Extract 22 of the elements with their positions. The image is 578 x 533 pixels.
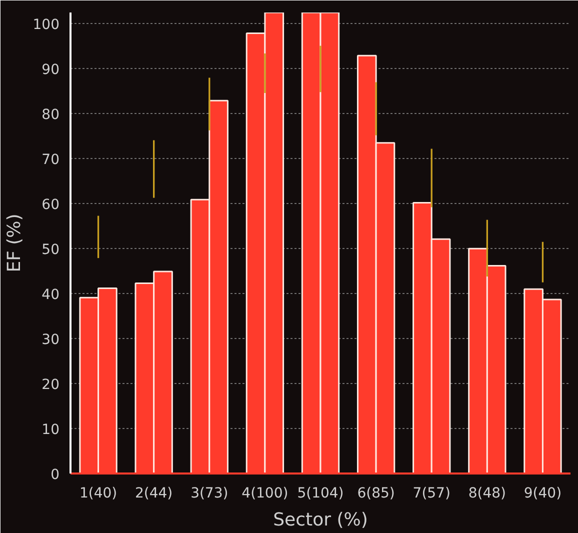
x-tick-label: 2(44) — [135, 486, 173, 502]
y-tick-label: 100 — [32, 17, 60, 34]
y-tick-label: 80 — [42, 107, 60, 124]
y-tick-label: 20 — [42, 377, 60, 394]
y-axis-title: EF (%) — [4, 214, 25, 272]
y-tick-label: 70 — [42, 152, 60, 168]
y-tick-label: 30 — [42, 332, 60, 348]
x-tick-label: 1(40) — [79, 486, 118, 502]
y-tick-label: 10 — [42, 422, 60, 438]
x-tick-label: 8(48) — [468, 486, 506, 502]
x-tick-label: 9(40) — [524, 486, 562, 502]
y-tick-label: 50 — [42, 242, 60, 258]
y-tick-label: 40 — [42, 287, 60, 304]
x-axis-title: Sector (%) — [273, 510, 368, 530]
y-tick-label: 0 — [50, 467, 60, 483]
y-tick-label: 60 — [42, 197, 60, 214]
x-tick-label: 7(57) — [412, 486, 450, 502]
x-tick-label: 4(100) — [242, 486, 288, 502]
x-tick-label: 6(85) — [357, 486, 395, 502]
y-tick-label: 90 — [42, 62, 60, 78]
x-tick-label: 5(104) — [297, 486, 344, 502]
x-tick-label: 3(73) — [190, 486, 228, 502]
